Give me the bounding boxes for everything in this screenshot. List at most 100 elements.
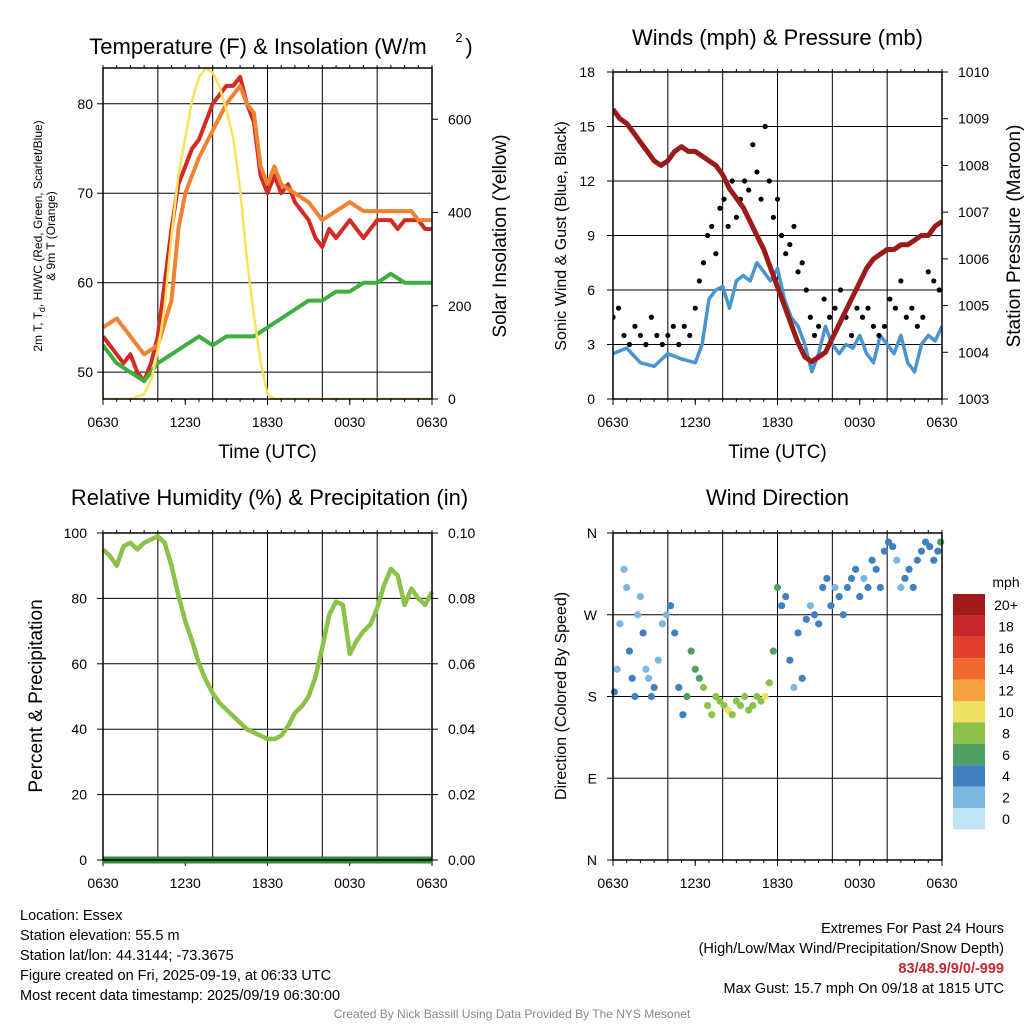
- station-latlon: Station lat/lon: 44.3144; -73.3675: [20, 948, 234, 964]
- xtick-2-4: 0630: [926, 414, 957, 430]
- chart4-frame: [612, 532, 943, 861]
- gust-point: [643, 341, 649, 348]
- ytick-2-6: 18: [579, 64, 595, 80]
- gust-point: [704, 232, 711, 239]
- gust-point: [665, 332, 671, 339]
- credit-line: Created By Nick Bassill Using Data Provi…: [333, 1007, 691, 1021]
- ytick-2-2: 6: [587, 282, 595, 298]
- gust-point: [709, 223, 715, 230]
- direction-point: [868, 556, 876, 564]
- gust-point: [848, 332, 855, 339]
- max-gust: Max Gust: 15.7 mph On 09/18 at 1815 UTC: [723, 981, 1004, 997]
- gust-point: [936, 287, 942, 293]
- ytick-1-1: 60: [77, 275, 93, 291]
- station-location: Location: Essex: [20, 908, 123, 924]
- ytick-3-4: 80: [71, 590, 87, 606]
- direction-point: [610, 688, 618, 696]
- ytick-2-3: 9: [587, 228, 595, 244]
- gust-point: [742, 178, 748, 184]
- gust-point: [746, 187, 752, 193]
- direction-point: [631, 692, 639, 701]
- direction-point: [889, 543, 897, 551]
- gust-point: [729, 178, 735, 184]
- ytick-4-3: W: [584, 607, 598, 623]
- y2tick-2-4: 1007: [958, 204, 989, 220]
- xtick-4-0: 0630: [597, 875, 628, 891]
- direction-point: [810, 611, 819, 619]
- direction-point: [613, 665, 621, 673]
- y2tick-1-1: 200: [448, 298, 472, 314]
- y2tick-1-0: 0: [448, 391, 456, 407]
- chart1-title-superscript: 2: [455, 30, 462, 45]
- gust-point: [807, 314, 814, 320]
- gust-point: [770, 214, 776, 220]
- chart2-series: [613, 107, 942, 374]
- xtick-3-0: 0630: [87, 875, 118, 891]
- gust-point: [692, 305, 698, 311]
- direction-point: [703, 701, 712, 710]
- gust-point: [632, 323, 638, 329]
- direction-point: [847, 574, 856, 583]
- gust-point: [925, 269, 931, 275]
- legend-swatch-1: [953, 615, 985, 637]
- legend-title: mph: [992, 574, 1019, 590]
- y2tick-3-4: 0.08: [448, 590, 475, 606]
- legend-swatch-2: [953, 636, 985, 659]
- legend-label-3: 14: [998, 661, 1014, 677]
- chart2-line-blue: [613, 261, 942, 374]
- gust-point: [876, 332, 882, 339]
- chart1-title: Temperature (F) & Insolation (W/m: [89, 34, 426, 59]
- direction-point: [872, 565, 880, 573]
- direction-point: [666, 602, 675, 610]
- direction-point: [634, 611, 642, 619]
- direction-point: [728, 711, 736, 719]
- gust-point: [811, 332, 818, 339]
- gust-point: [779, 232, 785, 239]
- xtick-1-0: 0630: [87, 414, 118, 430]
- chart1-frame: [102, 67, 433, 400]
- ytick-3-1: 20: [71, 787, 87, 803]
- direction-point: [917, 547, 926, 555]
- direction-point: [843, 583, 852, 592]
- legend-swatch-3: [953, 658, 985, 680]
- chart2-title: Winds (mph) & Pressure (mb): [632, 25, 923, 50]
- chart1-title-close: ): [465, 34, 472, 59]
- gust-point: [837, 287, 844, 293]
- gust-point: [859, 314, 866, 320]
- direction-point: [831, 583, 839, 592]
- direction-point: [642, 665, 650, 673]
- gust-point: [766, 178, 772, 184]
- direction-point: [876, 583, 884, 592]
- gust-point: [654, 332, 660, 339]
- direction-point: [815, 620, 823, 628]
- gust-point: [826, 314, 833, 320]
- gust-point: [721, 196, 727, 202]
- chart1-ylabel2: Solar Insolation (Yellow): [490, 134, 511, 337]
- gust-point: [854, 305, 860, 311]
- chart1-line-red: [103, 74, 432, 384]
- chart3-ylabel: Percent & Precipitation: [26, 599, 47, 792]
- extremes-title: Extremes For Past 24 Hours: [821, 921, 1004, 937]
- y2tick-3-1: 0.02: [448, 787, 475, 803]
- direction-point: [654, 656, 662, 664]
- ytick-3-3: 60: [71, 656, 87, 672]
- xtick-2-3: 0030: [844, 414, 875, 430]
- direction-point: [913, 556, 921, 564]
- y2tick-2-1: 1004: [958, 344, 989, 360]
- xtick-2-2: 1830: [762, 414, 793, 430]
- gust-point: [774, 196, 781, 202]
- ytick-4-4: N: [587, 525, 597, 541]
- y2tick-2-6: 1009: [958, 111, 989, 127]
- xtick-4-3: 0030: [844, 875, 875, 891]
- legend-label-10: 0: [1002, 811, 1010, 827]
- direction-point: [786, 656, 794, 664]
- chart2-ylabel: Sonic Wind & Gust (Blue, Black): [553, 121, 570, 350]
- legend-swatch-0: [953, 594, 985, 616]
- direction-point: [769, 647, 777, 655]
- ytick-4-1: E: [588, 770, 597, 786]
- direction-point: [623, 583, 631, 592]
- y2tick-2-7: 1010: [958, 64, 989, 80]
- chart3-title: Relative Humidity (%) & Precipitation (i…: [71, 485, 468, 510]
- gust-point: [931, 278, 937, 284]
- legend-swatch-10: [953, 808, 985, 830]
